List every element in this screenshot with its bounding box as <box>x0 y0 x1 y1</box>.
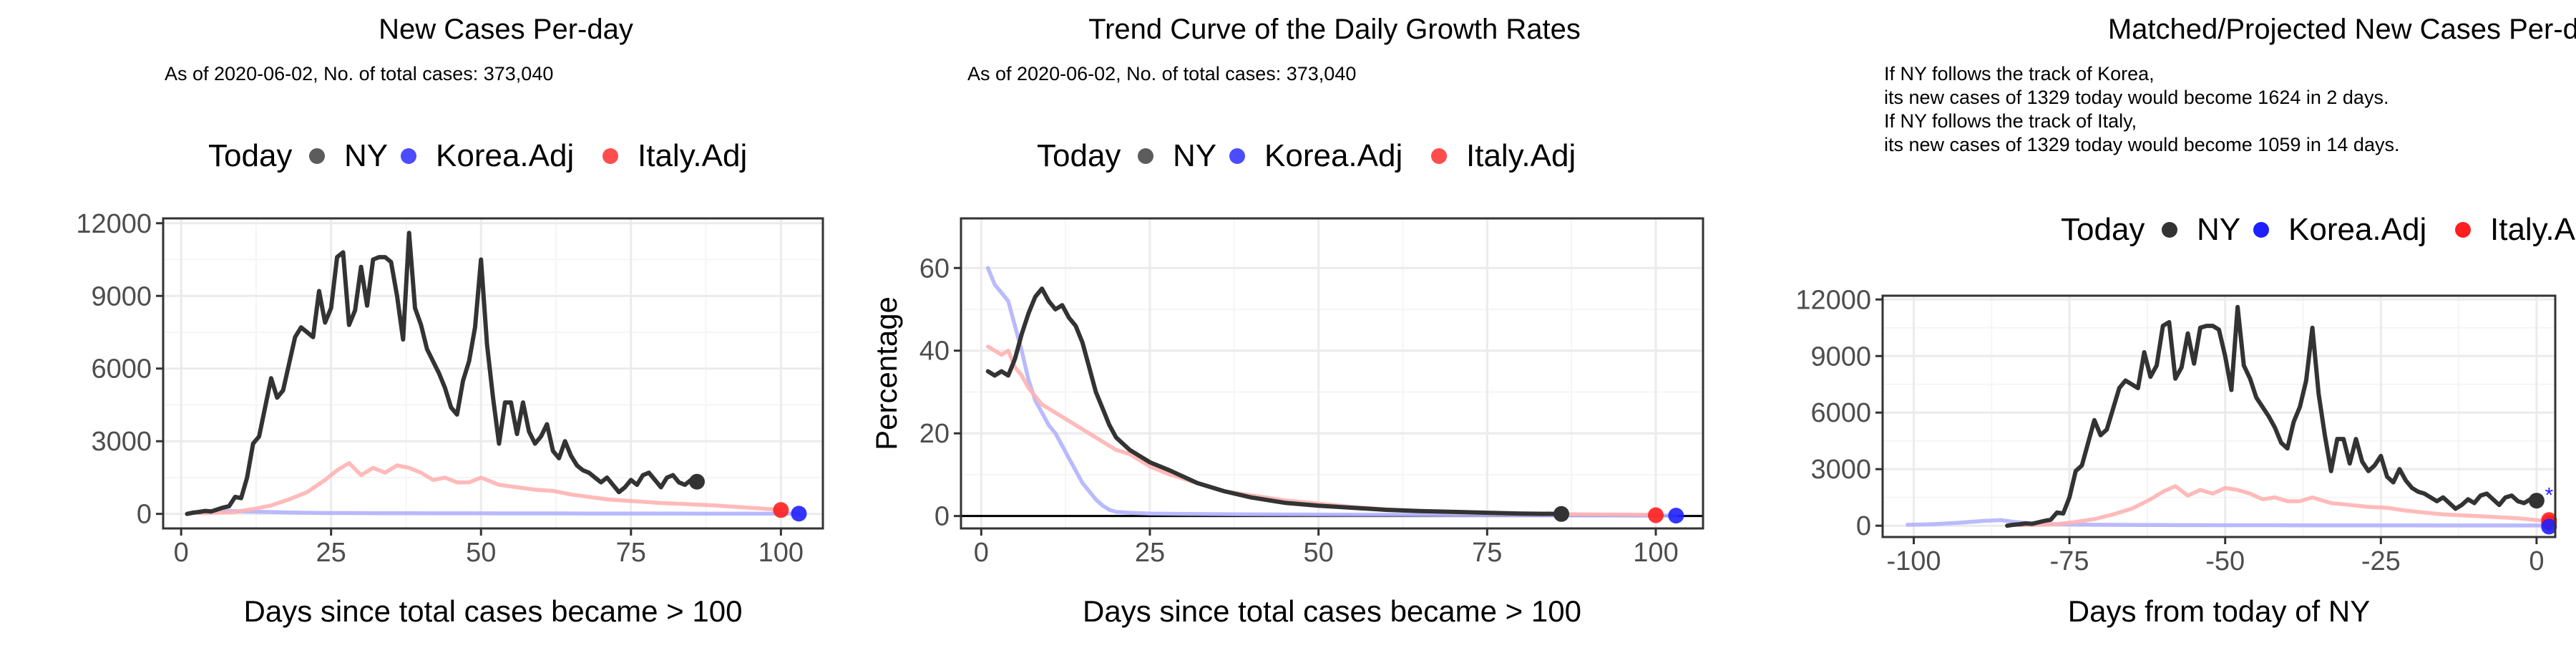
legend-key-italy <box>602 148 618 164</box>
legend-label-korea: Korea.Adj <box>2288 212 2426 247</box>
y-tick-label: 12000 <box>76 209 152 239</box>
series-line-italy <box>2017 484 2552 528</box>
legend-title: Today <box>2061 212 2145 247</box>
plot-border <box>1881 294 2557 538</box>
legend-key-korea <box>401 148 416 164</box>
x-tick-label: 25 <box>316 538 346 568</box>
legend-key-ny <box>1138 148 1153 164</box>
legend-label-ny: NY <box>344 138 388 173</box>
legend-title: Today <box>1037 138 1121 173</box>
x-tick-label: 100 <box>1633 538 1678 568</box>
plot-panel <box>163 218 823 528</box>
chart-subtitle: If NY follows the track of Korea, <box>1884 63 2155 84</box>
y-axis-title: Percentage <box>869 296 903 450</box>
x-tick-label: -50 <box>2205 546 2245 576</box>
x-tick-label: 0 <box>974 538 989 568</box>
y-tick-label: 0 <box>935 502 950 532</box>
x-tick-label: 0 <box>174 538 189 568</box>
end-point-korea <box>1668 508 1684 524</box>
x-tick-label: -75 <box>2050 546 2089 576</box>
x-tick-label: 75 <box>1472 538 1502 568</box>
x-tick-label: -25 <box>2361 546 2401 576</box>
y-tick-label: 3000 <box>1810 455 1871 485</box>
plot-border <box>162 217 824 530</box>
chart-title: Trend Curve of the Daily Growth Rates <box>1088 14 1581 45</box>
x-tick-label: 50 <box>466 538 496 568</box>
x-axis-title: Days from today of NY <box>2068 594 2370 628</box>
end-point-italy <box>1648 507 1664 523</box>
chart-3: Matched/Projected New Cases Per-day If NY… <box>1795 14 2576 628</box>
chart-subtitle: its new cases of 1329 today would become… <box>1884 87 2389 108</box>
end-point-ny <box>1553 506 1570 522</box>
x-tick-label: 50 <box>1304 538 1334 568</box>
chart-2: Trend Curve of the Daily Growth Rates As … <box>869 14 1704 628</box>
series-line-korea <box>1906 518 2552 528</box>
legend-label-italy: Italy.Adj <box>638 138 747 173</box>
x-tick-label: -100 <box>1886 546 1941 576</box>
series-line-ny <box>985 286 1563 516</box>
legend: Today NY Korea.Adj Italy.Adj <box>1037 138 1576 173</box>
x-tick-label: 100 <box>758 538 804 568</box>
series-line-ny <box>2005 304 2539 528</box>
y-tick-label: 3000 <box>91 427 152 457</box>
end-point-italy <box>773 502 789 518</box>
legend-label-korea: Korea.Adj <box>1264 138 1402 173</box>
series-line-korea <box>197 508 801 516</box>
legend-label-italy: Italy.Adj <box>1466 138 1576 173</box>
chart-title: New Cases Per-day <box>379 14 633 45</box>
legend-key-italy <box>2455 222 2471 238</box>
chart-subtitle: its new cases of 1329 today would become… <box>1884 134 2399 155</box>
x-axis-title: Days since total cases became > 100 <box>1083 594 1581 628</box>
x-tick-label: 75 <box>616 538 646 568</box>
plot-border <box>960 217 1704 530</box>
chart-1: New Cases Per-day As of 2020-06-02, No. o… <box>76 14 824 628</box>
chart-subtitle: If NY follows the track of Italy, <box>1884 110 2137 132</box>
chart-subtitle: As of 2020-06-02, No. of total cases: 37… <box>967 63 1356 84</box>
legend: Today NY Korea.Adj Italy.Adj <box>208 138 747 173</box>
legend: Today NY Korea.Adj Italy.Adj <box>2061 212 2576 247</box>
legend-label-korea: Korea.Adj <box>436 138 574 173</box>
chart-title: Matched/Projected New Cases Per-day <box>2108 14 2576 45</box>
series-line-ny <box>185 231 699 516</box>
end-point-korea <box>2541 518 2557 535</box>
y-tick-label: 9000 <box>1810 342 1871 372</box>
y-tick-label: 6000 <box>1810 398 1871 428</box>
end-point-korea <box>791 506 807 522</box>
end-point-ny <box>2528 493 2545 509</box>
legend-key-italy <box>1431 148 1447 164</box>
end-point-ny <box>688 473 705 490</box>
legend-key-korea <box>2253 222 2269 238</box>
legend-key-ny <box>309 148 325 164</box>
series-line-italy <box>197 460 784 516</box>
x-tick-label: 0 <box>2529 546 2544 576</box>
chart-subtitle: As of 2020-06-02, No. of total cases: 37… <box>165 63 553 84</box>
y-tick-label: 20 <box>919 419 950 449</box>
y-tick-label: 40 <box>919 337 950 367</box>
x-axis-title: Days since total cases became > 100 <box>244 594 743 628</box>
y-tick-label: 6000 <box>91 354 152 385</box>
end-point-korea-star: * <box>2545 483 2553 507</box>
x-tick-label: 25 <box>1135 538 1165 568</box>
y-tick-label: 60 <box>919 253 950 284</box>
legend-label-ny: NY <box>2197 212 2240 247</box>
y-tick-label: 12000 <box>1795 285 1871 315</box>
legend-title: Today <box>208 138 292 173</box>
plot-panel <box>961 218 1703 528</box>
series-line-korea <box>985 266 1679 518</box>
y-tick-label: 9000 <box>91 281 152 311</box>
legend-label-ny: NY <box>1173 138 1216 173</box>
legend-label-italy: Italy.Adj <box>2490 212 2576 247</box>
y-tick-label: 0 <box>137 500 152 530</box>
y-tick-label: 0 <box>1856 511 1871 541</box>
legend-key-ny <box>2162 222 2177 238</box>
legend-key-korea <box>1229 148 1245 164</box>
